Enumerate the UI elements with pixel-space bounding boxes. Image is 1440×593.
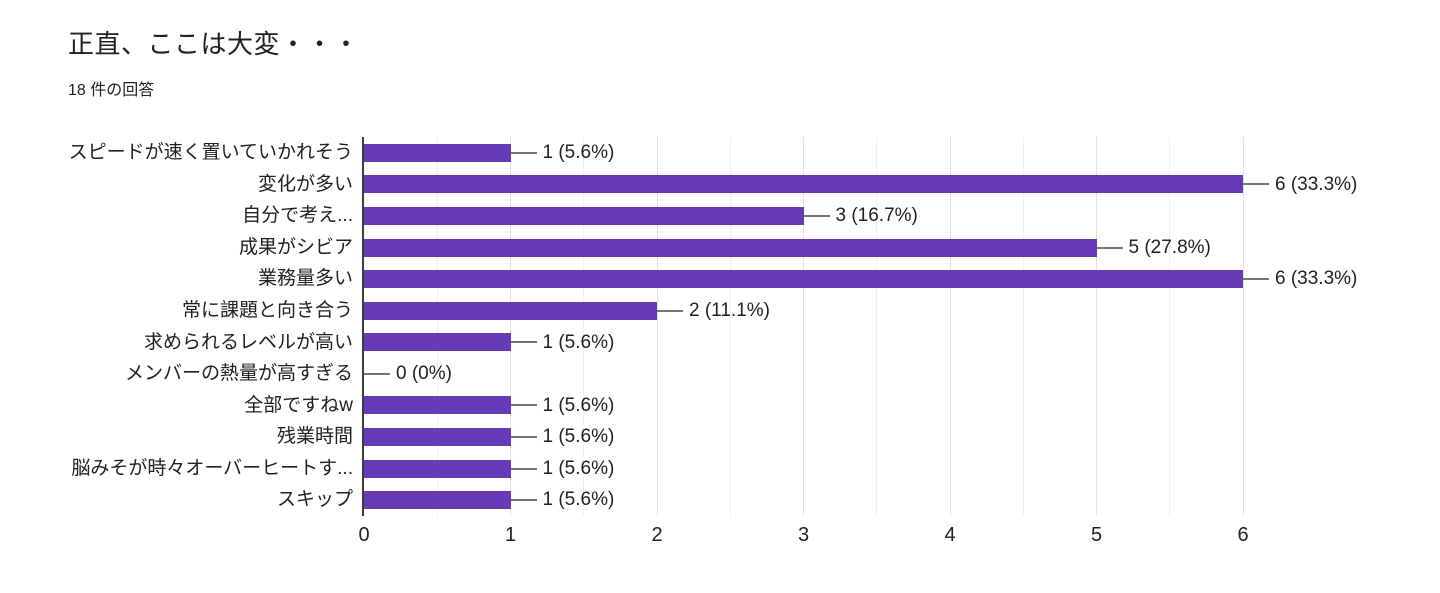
gridline-major: [510, 137, 511, 516]
chart-title: 正直、ここは大変・・・: [68, 29, 360, 59]
value-callout-line: [510, 499, 537, 502]
value-callout-line: [803, 214, 830, 217]
value-callout-line: [1243, 278, 1269, 281]
value-label: 1 (5.6%): [542, 426, 615, 448]
value-callout-line: [1096, 246, 1123, 249]
value-callout-line: [510, 436, 537, 439]
category-label: 常に課題と向き合う: [181, 299, 353, 321]
category-label: 全部ですねw: [244, 394, 353, 416]
value-label: 1 (5.6%): [542, 142, 615, 163]
bar: [364, 270, 1243, 289]
response-count: 18 件の回答: [68, 82, 155, 99]
value-label: 1 (5.6%): [542, 331, 615, 353]
value-label: 3 (16.7%): [835, 205, 918, 227]
value-label: 1 (5.6%): [542, 394, 615, 416]
value-label: 6 (33.3%): [1275, 268, 1358, 290]
bar: [364, 396, 511, 415]
value-label: 1 (5.6%): [542, 457, 615, 479]
category-label: 脳みそが時々オーバーヒートす...: [71, 457, 353, 479]
gridline-major: [1242, 137, 1244, 516]
category-label: 自分で考え...: [242, 205, 353, 227]
gridline-minor: [436, 137, 438, 516]
value-label: 6 (33.3%): [1275, 173, 1358, 195]
value-callout-line: [510, 467, 537, 470]
gridline-minor: [1022, 137, 1024, 516]
category-label: メンバーの熱量が高すぎる: [124, 363, 353, 385]
category-label: 成果がシビア: [238, 236, 353, 258]
category-label: 業務量多い: [257, 268, 353, 290]
category-label: 変化が多い: [257, 173, 353, 195]
x-tick-label: 2: [651, 524, 663, 546]
category-label: 残業時間: [276, 426, 353, 448]
gridline-minor: [583, 137, 585, 516]
value-callout-line: [657, 309, 683, 312]
bar: [364, 333, 511, 352]
value-callout-line: [510, 151, 537, 154]
gridline-minor: [729, 137, 731, 516]
value-label: 1 (5.6%): [542, 489, 615, 511]
value-label: 0 (0%): [396, 363, 452, 385]
bar: [364, 143, 511, 162]
value-callout-line: [1243, 183, 1269, 186]
y-axis-line: [362, 137, 364, 516]
bar: [364, 301, 657, 320]
gridline-minor: [1169, 137, 1171, 516]
x-tick-label: 4: [944, 524, 956, 546]
bar: [364, 459, 511, 478]
x-tick-label: 0: [358, 524, 370, 546]
value-callout-line: [510, 404, 537, 407]
value-label: 5 (27.8%): [1128, 236, 1211, 258]
gridline-minor: [876, 137, 878, 516]
gridline-major: [656, 137, 658, 516]
x-tick-label: 1: [504, 524, 517, 546]
category-label: 求められるレベルが高い: [143, 331, 353, 353]
value-label: 2 (11.1%): [689, 299, 770, 321]
category-label: スキップ: [276, 489, 353, 511]
bar: [364, 206, 804, 225]
plot-area: 1 (5.6%) 6 (33.3%) 3 (16.7%) 5 (27.8%) 6 (33…: [362, 137, 1357, 516]
bar: [364, 175, 1243, 194]
bar: [364, 491, 511, 510]
x-axis: 0 1 2 3 4 5 6: [358, 524, 1248, 554]
x-tick-label: 6: [1237, 524, 1249, 546]
category-label: スピードが速く置いていかれそう: [68, 142, 353, 163]
bar: [364, 428, 511, 447]
value-callout-line: [510, 341, 537, 344]
bar: [364, 238, 1097, 257]
category-axis: スピードが速く置いていかれそう変化が多い自分で考え... 成果がシビア業務量多い常…: [0, 137, 357, 516]
gridline-major: [949, 137, 951, 516]
gridline-major: [803, 137, 804, 516]
gridline-major: [1096, 137, 1097, 516]
value-callout-line: [364, 372, 390, 375]
x-tick-label: 3: [797, 524, 810, 546]
x-tick-label: 5: [1090, 524, 1103, 546]
